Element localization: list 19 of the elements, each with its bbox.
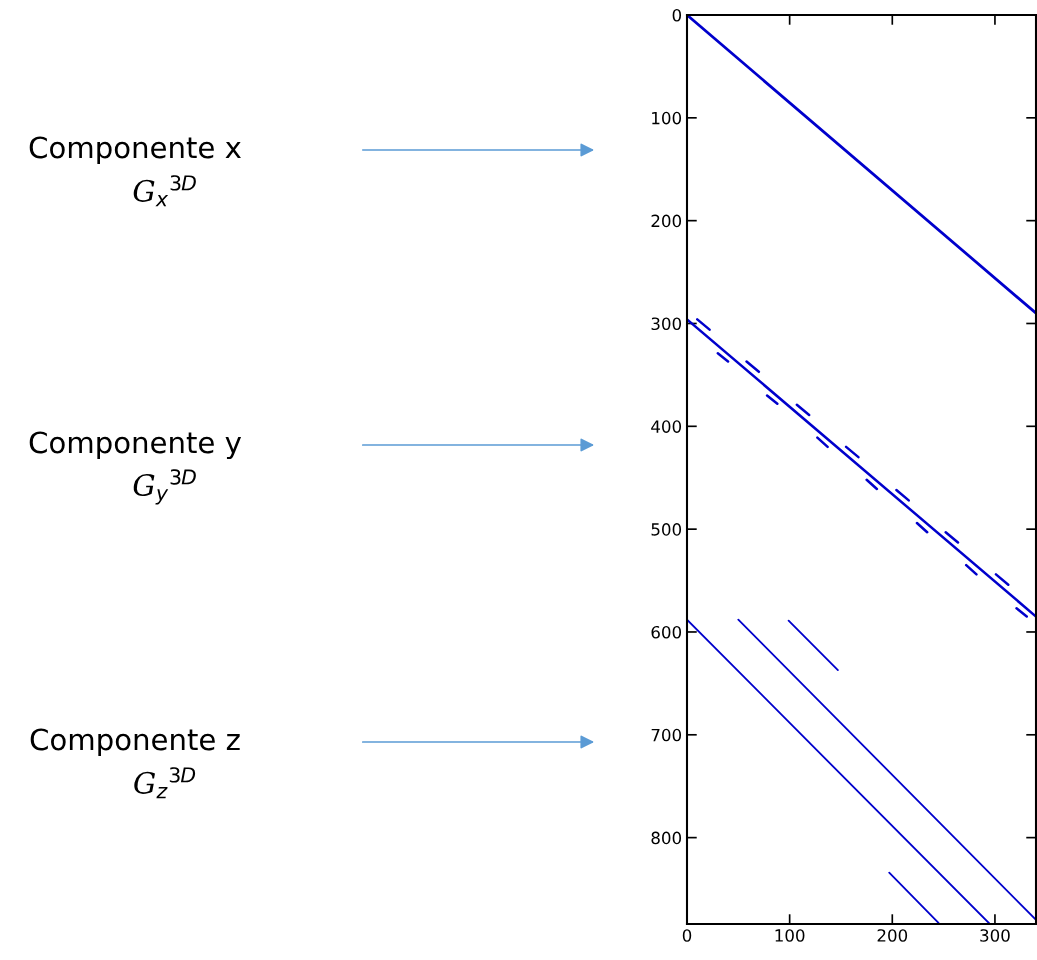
text: Componente y xyxy=(29,431,242,460)
text: Componente z xyxy=(30,728,240,757)
x-tick-label: 0 xyxy=(682,929,692,942)
y-tick-label: 400 xyxy=(651,420,682,433)
y-tick-label: 100 xyxy=(652,111,682,125)
y-tick-label: 600 xyxy=(651,625,682,639)
y-tick-label: 700 xyxy=(651,728,682,742)
y-tick-label: 800 xyxy=(651,831,682,845)
y-tick-label: 0 xyxy=(672,8,682,22)
y-tick-label: 200 xyxy=(651,214,682,228)
x-tick-label: 300 xyxy=(980,929,1010,942)
x-tick-label: 100 xyxy=(775,929,805,942)
text: G$_{x}$$^{3D}$ xyxy=(133,175,196,207)
y-tick-label: 500 xyxy=(651,523,682,536)
text: G$_{y}$$^{3D}$ xyxy=(133,469,196,505)
x-tick-label: 200 xyxy=(877,929,908,942)
text: G$_{z}$$^{3D}$ xyxy=(134,767,196,799)
text: Componente x xyxy=(29,136,241,165)
y-tick-label: 300 xyxy=(651,317,682,331)
